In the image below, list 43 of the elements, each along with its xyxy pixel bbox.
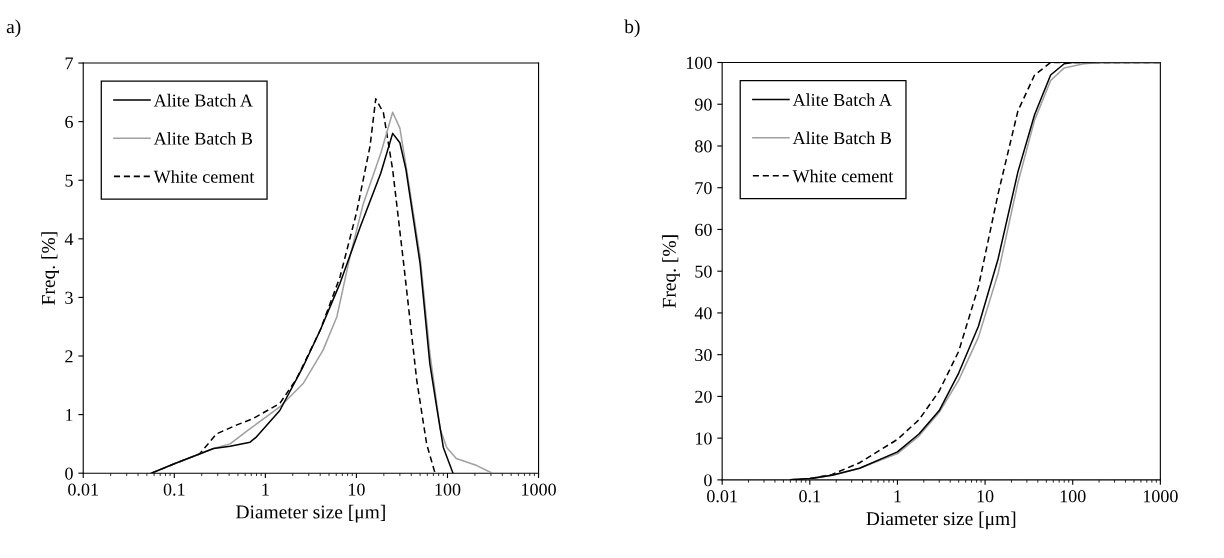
- y-tick-label: 70: [695, 181, 712, 195]
- y-tick-label: 40: [694, 307, 712, 320]
- x-tick-label: 1000: [1143, 490, 1178, 503]
- y-tick-label: 3: [65, 291, 73, 304]
- x-tick-label: 1: [894, 490, 901, 503]
- y-tick-label: 4: [64, 233, 74, 246]
- y-tick-label: 6: [65, 115, 73, 129]
- y-tick-label: 7: [65, 57, 73, 70]
- y-tick-label: 2: [65, 350, 73, 363]
- y-tick-label: 0: [704, 474, 712, 487]
- y-tick-label: 1: [66, 408, 73, 421]
- legend-label: Alite Batch A: [153, 93, 253, 107]
- legend-label: Alite Batch A: [792, 93, 892, 107]
- y-tick-label: 90: [694, 98, 712, 111]
- x-tick-label: 100: [435, 483, 461, 496]
- y-tick-label: 5: [65, 174, 73, 187]
- x-tick-label: 10: [977, 490, 994, 503]
- x-tick-label: 0.1: [163, 483, 185, 496]
- legend-label: Alite Batch B: [792, 131, 891, 145]
- x-tick-label: 0.01: [707, 490, 737, 503]
- x-tick-label: 0.1: [799, 490, 820, 503]
- legend-label: White cement: [153, 170, 255, 183]
- y-axis-title: Freq. [%]: [41, 232, 59, 305]
- x-tick-label: 0.01: [68, 483, 98, 496]
- chart-title: b): [624, 19, 640, 38]
- y-tick-label: 20: [695, 390, 712, 403]
- legend-label: Alite Batch B: [153, 132, 253, 145]
- x-tick-label: 1: [262, 483, 269, 496]
- y-tick-label: 80: [695, 140, 712, 153]
- legend-label: White cement: [792, 169, 894, 183]
- y-tick-label: 60: [695, 223, 712, 236]
- chart-title: a): [6, 19, 21, 38]
- x-tick-label: 10: [348, 483, 365, 496]
- y-tick-label: 0: [65, 467, 73, 480]
- y-tick-label: 100: [686, 56, 712, 69]
- y-tick-label: 10: [695, 432, 712, 445]
- x-axis-title: Diameter size [μm]: [866, 511, 1016, 530]
- x-tick-label: 100: [1060, 490, 1086, 503]
- x-tick-label: 1000: [522, 483, 556, 496]
- y-tick-label: 50: [695, 265, 712, 278]
- x-axis-title: Diameter size [μm]: [236, 504, 385, 523]
- y-tick-label: 30: [695, 348, 712, 362]
- y-axis-title: Freq. [%]: [662, 235, 680, 308]
